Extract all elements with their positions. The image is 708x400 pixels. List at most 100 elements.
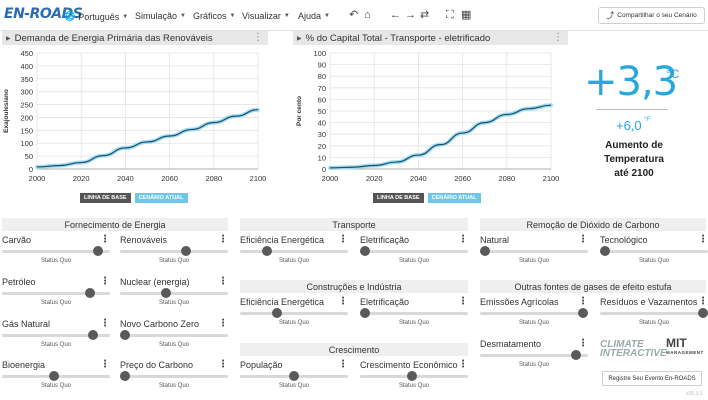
- slider-carbon-price[interactable]: Preço do Carbono ⋮ Status Quo: [120, 359, 228, 394]
- slider-track[interactable]: [240, 312, 348, 315]
- more-options-icon[interactable]: ⋮: [578, 338, 588, 349]
- slider-bioenergy[interactable]: Bioenergia ⋮ Status Quo: [2, 359, 110, 394]
- slider-nuclear[interactable]: Nuclear (energia) ⋮ Status Quo: [120, 276, 228, 311]
- en-roads-logo[interactable]: EN-ROADS: [4, 6, 83, 22]
- slider-renewables[interactable]: Renováveis ⋮ Status Quo: [120, 234, 228, 269]
- slider-thumb[interactable]: [85, 288, 96, 298]
- slider-thumb[interactable]: [49, 371, 60, 381]
- slider-track[interactable]: [120, 292, 228, 295]
- slider-thumb[interactable]: [180, 246, 191, 256]
- slider-track[interactable]: [2, 334, 110, 337]
- more-options-icon[interactable]: ⋮: [553, 32, 563, 43]
- slider-population[interactable]: População ⋮ Status Quo: [240, 359, 348, 394]
- climate-interactive-logo[interactable]: CLIMATE INTERACTIVE: [600, 339, 667, 359]
- more-options-icon[interactable]: ⋮: [100, 359, 110, 370]
- slider-technological[interactable]: Tecnológico ⋮ Status Quo: [600, 234, 708, 269]
- more-options-icon[interactable]: ⋮: [458, 234, 468, 245]
- slider-oil[interactable]: Petróleo ⋮ Status Quo: [2, 276, 110, 311]
- slider-thumb[interactable]: [698, 308, 708, 318]
- more-options-icon[interactable]: ⋮: [698, 296, 708, 307]
- slider-track[interactable]: [2, 292, 110, 295]
- slider-track[interactable]: [240, 250, 348, 253]
- slider-coal[interactable]: Carvão ⋮ Status Quo: [2, 234, 110, 269]
- slider-track[interactable]: [480, 312, 588, 315]
- more-options-icon[interactable]: ⋮: [218, 276, 228, 287]
- slider-thumb[interactable]: [120, 330, 130, 340]
- more-options-icon[interactable]: ⋮: [100, 234, 110, 245]
- legend-baseline[interactable]: LINHA DE BASE: [80, 193, 131, 203]
- slider-track[interactable]: [360, 312, 468, 315]
- legend-baseline[interactable]: LINHA DE BASE: [373, 193, 424, 203]
- more-options-icon[interactable]: ⋮: [458, 359, 468, 370]
- right-chart-header[interactable]: ▶ % do Capital Total - Transporte - elet…: [293, 31, 568, 45]
- slider-transport-efficiency[interactable]: Eficiência Energética ⋮ Status Quo: [240, 234, 348, 269]
- slider-track[interactable]: [120, 375, 228, 378]
- slider-thumb[interactable]: [360, 246, 370, 256]
- slider-track[interactable]: [120, 250, 228, 253]
- slider-thumb[interactable]: [600, 246, 610, 256]
- arrow-left-icon[interactable]: ←: [390, 9, 401, 21]
- more-options-icon[interactable]: ⋮: [578, 234, 588, 245]
- slider-new-zero[interactable]: Novo Carbono Zero ⋮ Status Quo: [120, 318, 228, 353]
- slider-track[interactable]: [480, 354, 588, 357]
- more-options-icon[interactable]: ⋮: [458, 296, 468, 307]
- language-menu[interactable]: 🌐 Português ▼: [64, 11, 128, 22]
- slider-thumb[interactable]: [407, 371, 418, 381]
- more-options-icon[interactable]: ⋮: [578, 296, 588, 307]
- slider-thumb[interactable]: [161, 288, 172, 298]
- left-chart-header[interactable]: ▶ Demanda de Energia Primária das Renová…: [2, 31, 268, 45]
- slider-natural[interactable]: Natural ⋮ Status Quo: [480, 234, 588, 269]
- refresh-icon[interactable]: ⇄: [420, 9, 430, 21]
- slider-buildings-efficiency[interactable]: Eficiência Energética ⋮ Status Quo: [240, 296, 348, 331]
- more-options-icon[interactable]: ⋮: [218, 359, 228, 370]
- graphs-menu[interactable]: Gráficos ▼: [193, 11, 235, 21]
- mit-logo[interactable]: MIT MANAGEMENT: [666, 337, 704, 358]
- slider-thumb[interactable]: [480, 246, 490, 256]
- slider-deforestation[interactable]: Desmatamento ⋮ Status Quo: [480, 338, 588, 373]
- fullscreen-icon[interactable]: ⛶: [446, 9, 454, 21]
- register-event-button[interactable]: Registre Seu Evento En-ROADS: [602, 371, 702, 386]
- slider-thumb[interactable]: [120, 371, 130, 381]
- slider-thumb[interactable]: [578, 308, 588, 318]
- expand-triangle-icon[interactable]: ▶: [297, 35, 302, 42]
- legend-current[interactable]: CENÁRIO ATUAL: [134, 193, 188, 203]
- more-options-icon[interactable]: ⋮: [218, 318, 228, 329]
- slider-agricultural[interactable]: Emissões Agrícolas ⋮ Status Quo: [480, 296, 588, 331]
- help-menu[interactable]: Ajuda ▼: [298, 11, 330, 21]
- more-options-icon[interactable]: ⋮: [338, 296, 348, 307]
- slider-thumb[interactable]: [289, 371, 299, 381]
- slider-track[interactable]: [360, 250, 468, 253]
- slider-track[interactable]: [600, 312, 708, 315]
- more-options-icon[interactable]: ⋮: [338, 234, 348, 245]
- slider-transport-electrification[interactable]: Eletrificação ⋮ Status Quo: [360, 234, 468, 269]
- slider-thumb[interactable]: [88, 330, 99, 340]
- more-options-icon[interactable]: ⋮: [218, 234, 228, 245]
- slider-track[interactable]: [600, 250, 708, 253]
- more-options-icon[interactable]: ⋮: [698, 234, 708, 245]
- more-options-icon[interactable]: ⋮: [100, 318, 110, 329]
- more-options-icon[interactable]: ⋮: [338, 359, 348, 370]
- slider-waste[interactable]: Resíduos e Vazamentos ⋮ Status Quo: [600, 296, 708, 331]
- grid-icon[interactable]: ▦: [461, 9, 472, 21]
- more-options-icon[interactable]: ⋮: [253, 32, 263, 43]
- legend-current[interactable]: CENÁRIO ATUAL: [427, 193, 481, 203]
- slider-track[interactable]: [2, 250, 110, 253]
- slider-gas[interactable]: Gás Natural ⋮ Status Quo: [2, 318, 110, 353]
- slider-buildings-electrification[interactable]: Eletrificação ⋮ Status Quo: [360, 296, 468, 331]
- slider-thumb[interactable]: [571, 350, 582, 360]
- undo-icon[interactable]: ↶: [349, 9, 359, 21]
- arrow-right-icon[interactable]: →: [405, 9, 416, 21]
- slider-thumb[interactable]: [360, 308, 370, 318]
- slider-track[interactable]: [120, 334, 228, 337]
- slider-thumb[interactable]: [261, 246, 272, 256]
- home-icon[interactable]: ⌂: [364, 9, 371, 21]
- slider-thumb[interactable]: [272, 308, 283, 318]
- expand-triangle-icon[interactable]: ▶: [6, 35, 11, 42]
- share-scenario-button[interactable]: ⤴ Compartilhar o seu Cenário: [598, 7, 705, 24]
- slider-track[interactable]: [480, 250, 588, 253]
- view-menu[interactable]: Visualizar ▼: [242, 11, 290, 21]
- more-options-icon[interactable]: ⋮: [100, 276, 110, 287]
- simulation-menu[interactable]: Simulação ▼: [135, 11, 186, 21]
- slider-economic-growth[interactable]: Crescimento Econômico ⋮ Status Quo: [360, 359, 468, 394]
- slider-thumb[interactable]: [93, 246, 104, 256]
